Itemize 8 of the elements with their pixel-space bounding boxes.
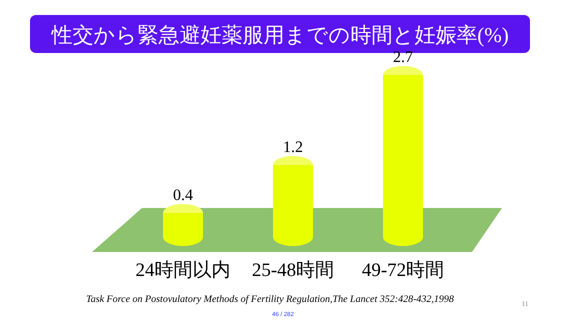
chart-title: 性交から緊急避妊薬服用までの時間と妊娠率(%) <box>50 23 509 47</box>
data-label: 2.7 <box>393 49 413 66</box>
x-tick-label: 24時間以内 <box>136 260 230 281</box>
data-label: 1.2 <box>283 139 303 156</box>
text: Task Force on Postovulatory Methods of Fertility Regulation,The Lancet 352:428-432,1998 <box>86 294 454 305</box>
data-label: 0.4 <box>173 187 193 204</box>
x-tick-label: 49-72時間 <box>362 260 444 281</box>
x-tick-label: 25-48時間 <box>252 260 334 281</box>
